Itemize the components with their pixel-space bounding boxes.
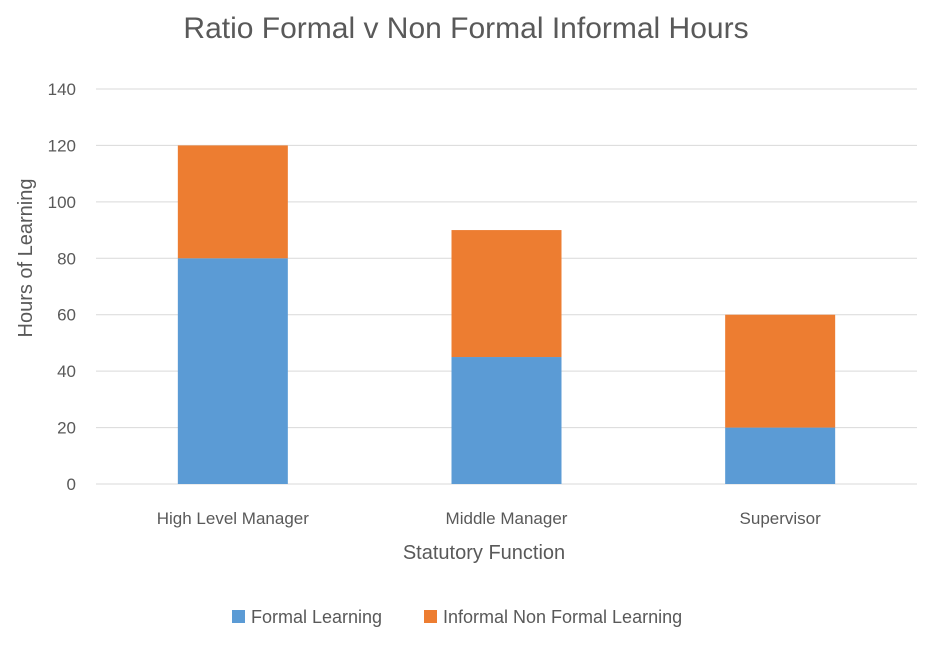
legend-label-1: Formal Learning bbox=[251, 607, 382, 627]
bar-formal-3 bbox=[725, 427, 836, 484]
legend: Formal Learning Informal Non Formal Learn… bbox=[232, 607, 682, 627]
bar-formal-1 bbox=[177, 258, 288, 484]
bar-informal-3 bbox=[725, 314, 836, 428]
y-tick-label: 140 bbox=[48, 80, 76, 99]
legend-swatch-1 bbox=[232, 610, 245, 623]
chart-title: Ratio Formal v Non Formal Informal Hours bbox=[183, 12, 748, 45]
x-category-label: Supervisor bbox=[740, 509, 822, 528]
bar-formal-2 bbox=[451, 357, 562, 484]
y-tick-label: 100 bbox=[48, 193, 76, 212]
y-tick-label: 120 bbox=[48, 136, 76, 155]
bar-informal-1 bbox=[177, 145, 288, 259]
y-tick-label: 0 bbox=[67, 475, 76, 494]
x-axis-categories: High Level Manager Middle Manager Supervis… bbox=[157, 509, 821, 528]
bar-informal-2 bbox=[451, 230, 562, 358]
legend-label-2: Informal Non Formal Learning bbox=[443, 607, 682, 627]
y-tick-label: 60 bbox=[57, 306, 76, 325]
y-tick-label: 20 bbox=[57, 419, 76, 438]
x-category-label: High Level Manager bbox=[157, 509, 309, 528]
bars bbox=[177, 145, 836, 484]
y-axis-ticks: 0 20 40 60 80 100 120 140 bbox=[48, 80, 76, 494]
legend-swatch-2 bbox=[424, 610, 437, 623]
y-tick-label: 80 bbox=[57, 249, 76, 268]
y-axis-title: Hours of Learning bbox=[15, 179, 37, 338]
x-axis-title: Statutory Function bbox=[403, 542, 565, 564]
x-category-label: Middle Manager bbox=[446, 509, 568, 528]
y-tick-label: 40 bbox=[57, 362, 76, 381]
